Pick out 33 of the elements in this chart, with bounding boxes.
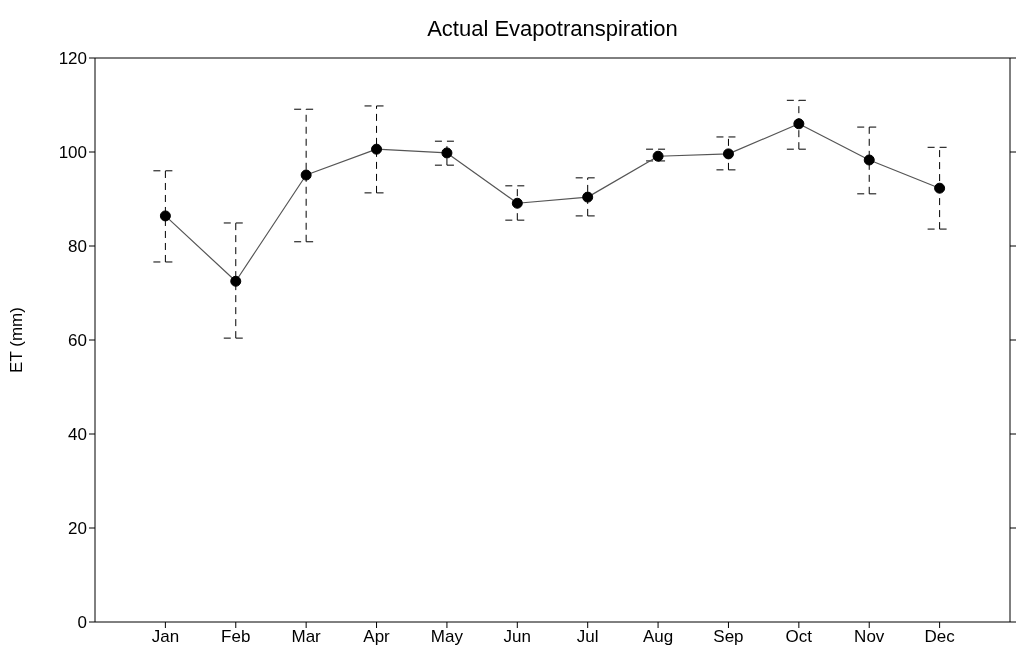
x-tick-label: Feb — [221, 627, 251, 647]
point — [582, 191, 594, 203]
y-tick-label: 100 — [58, 143, 87, 163]
x-tick-label: May — [430, 627, 464, 647]
point — [863, 154, 875, 166]
x-tick-label: Apr — [363, 627, 391, 647]
point — [722, 148, 734, 160]
x-tick-label: Sep — [713, 627, 744, 647]
point — [230, 275, 242, 287]
x-tick-label: Mar — [291, 627, 322, 647]
x-tick-label: Jul — [576, 627, 599, 647]
y-tick-label: 40 — [68, 425, 87, 445]
x-tick-label: Oct — [785, 627, 813, 647]
y-tick-label: 20 — [68, 519, 87, 539]
x-tick-label: Nov — [854, 627, 885, 647]
y-tick-label: 80 — [68, 237, 87, 257]
point — [441, 147, 453, 159]
point — [371, 143, 383, 155]
y-tick-label: 0 — [77, 613, 87, 633]
x-tick-label: Jun — [503, 627, 532, 647]
point — [159, 210, 171, 222]
point — [934, 182, 946, 194]
y-tick-label: 120 — [58, 49, 87, 69]
x-tick-label: Jan — [151, 627, 180, 647]
y-axis-title: ET (mm) — [7, 307, 27, 373]
y-tick-label: 60 — [68, 331, 87, 351]
chart-title: Actual Evapotranspiration — [426, 16, 679, 42]
point — [300, 169, 312, 181]
point — [793, 118, 805, 130]
point — [652, 150, 664, 162]
x-tick-label: Dec — [924, 627, 956, 647]
x-tick-label: Aug — [642, 627, 674, 647]
point — [511, 197, 523, 209]
